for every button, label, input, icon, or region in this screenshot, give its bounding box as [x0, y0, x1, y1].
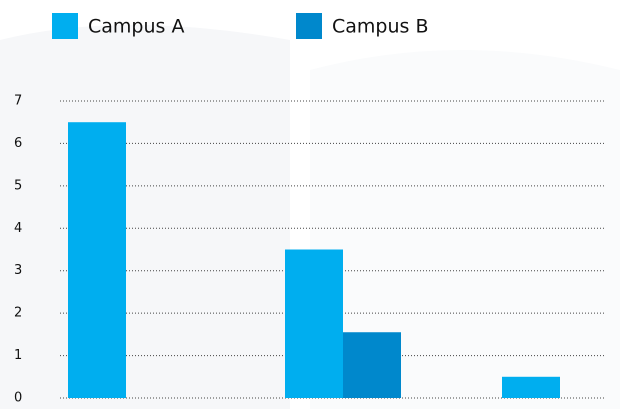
bar [68, 122, 126, 398]
y-tick-label: 2 [14, 306, 22, 321]
legend-swatch [296, 13, 322, 39]
y-tick-label: 0 [14, 391, 22, 406]
bar [343, 332, 401, 398]
legend-swatch [52, 13, 78, 39]
y-tick-label: 6 [14, 136, 22, 151]
y-tick-label: 4 [14, 221, 22, 236]
legend: Campus A Campus B [52, 13, 429, 39]
legend-label: Campus A [88, 16, 184, 38]
bar [502, 376, 560, 398]
y-tick-label: 7 [14, 94, 22, 109]
y-tick-label: 5 [14, 178, 22, 193]
y-tick-label: 3 [14, 263, 22, 278]
background-shape [310, 50, 620, 409]
y-tick-label: 1 [14, 348, 22, 363]
background-shape [0, 25, 290, 409]
legend-label: Campus B [332, 16, 429, 38]
bar [285, 249, 343, 398]
